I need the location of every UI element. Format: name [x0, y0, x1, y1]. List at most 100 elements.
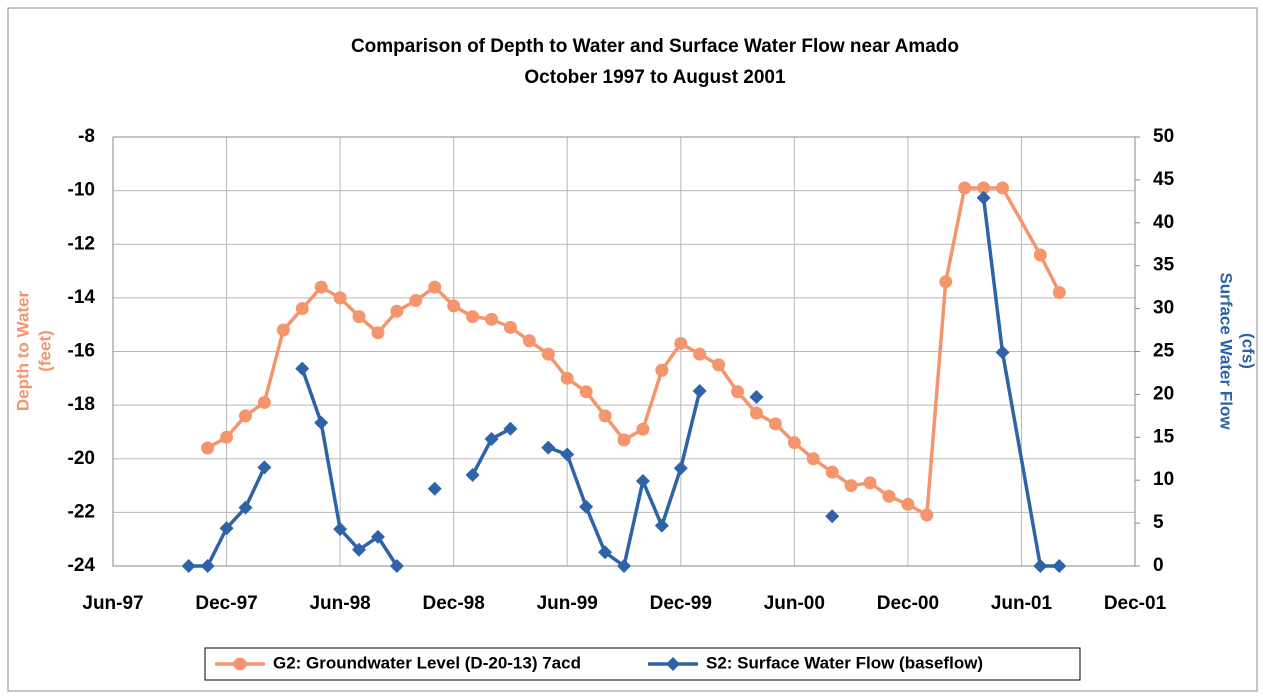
marker [901, 497, 915, 511]
marker [541, 347, 555, 361]
x-tick-label: Jun-00 [764, 593, 825, 614]
y2-tick-label: 35 [1153, 255, 1175, 276]
marker [920, 508, 934, 522]
marker [352, 542, 367, 557]
marker [257, 460, 272, 475]
y2-tick-label: 40 [1153, 212, 1174, 233]
marker [428, 280, 442, 294]
y2-tick-label: 15 [1153, 426, 1175, 447]
marker [579, 499, 594, 514]
marker [238, 409, 252, 423]
marker [465, 468, 480, 483]
marker [370, 529, 385, 544]
marker [503, 320, 517, 334]
marker [295, 361, 310, 376]
marker [598, 545, 613, 560]
marker [1052, 286, 1066, 300]
marker [655, 363, 669, 377]
y2-axis-label: Surface Water Flow (cfs) [1217, 272, 1258, 430]
marker [220, 430, 234, 444]
marker [201, 441, 215, 455]
marker [787, 436, 801, 450]
marker [666, 657, 680, 671]
marker [181, 559, 196, 573]
marker [598, 409, 612, 423]
marker [389, 559, 404, 573]
marker [257, 395, 271, 409]
y-axis-label-line: (feet) [35, 330, 54, 372]
marker [617, 559, 631, 573]
marker [333, 522, 348, 537]
x-tick-label: Jun-99 [537, 593, 598, 614]
x-tick-label: Dec-98 [423, 593, 485, 614]
marker [238, 500, 253, 515]
y2-tick-label: 50 [1153, 126, 1174, 147]
y-tick-label: -22 [68, 501, 95, 522]
marker [995, 345, 1010, 360]
y-tick-label: -10 [68, 180, 95, 201]
y2-tick-label: 30 [1153, 298, 1174, 319]
marker [390, 304, 404, 318]
marker [427, 481, 442, 496]
y2-axis-label-line: Surface Water Flow [1217, 272, 1236, 430]
marker [825, 465, 839, 479]
y-tick-label: -8 [78, 126, 95, 147]
marker [768, 417, 782, 431]
marker [636, 422, 650, 436]
x-tick-label: Dec-01 [1104, 593, 1167, 614]
y-tick-label: -16 [68, 341, 95, 362]
y-axis-label-line: Depth to Water [13, 290, 32, 411]
marker [560, 447, 575, 462]
marker [200, 559, 215, 573]
marker [466, 310, 480, 324]
marker [447, 299, 461, 313]
marker [295, 302, 309, 316]
marker [673, 461, 688, 476]
x-tick-label: Dec-99 [650, 593, 712, 614]
marker [352, 310, 366, 324]
marker [976, 190, 991, 205]
marker [1052, 559, 1067, 573]
marker [806, 452, 820, 466]
marker [560, 371, 574, 385]
marker [844, 479, 858, 493]
marker [749, 389, 764, 404]
marker [749, 406, 763, 420]
y2-tick-label: 25 [1153, 341, 1175, 362]
marker [693, 347, 707, 361]
marker [485, 312, 499, 326]
marker [977, 181, 991, 195]
marker [276, 323, 290, 337]
marker [409, 294, 423, 308]
marker [541, 440, 556, 455]
legend-label: G2: Groundwater Level (D-20-13) 7acd [273, 653, 581, 672]
marker [1033, 248, 1047, 262]
marker [314, 415, 329, 430]
x-tick-label: Jun-01 [991, 593, 1053, 614]
marker [712, 358, 726, 372]
marker [314, 280, 328, 294]
marker [825, 509, 840, 524]
marker [692, 383, 707, 398]
marker [939, 275, 953, 289]
marker [882, 489, 896, 503]
marker [233, 657, 247, 671]
y2-tick-label: 0 [1153, 555, 1164, 576]
y2-tick-label: 20 [1153, 383, 1174, 404]
y2-tick-label: 45 [1153, 169, 1175, 190]
y2-tick-label: 10 [1153, 469, 1174, 490]
y2-axis-label-line: (cfs) [1239, 333, 1258, 369]
marker [617, 433, 631, 447]
x-tick-label: Jun-97 [82, 593, 143, 614]
marker [731, 385, 745, 399]
x-tick-label: Dec-00 [877, 593, 939, 614]
marker [863, 476, 877, 490]
y-tick-label: -24 [68, 555, 96, 576]
marker [958, 181, 972, 195]
chart-frame [7, 7, 1258, 692]
marker [1033, 559, 1048, 573]
marker [333, 291, 347, 305]
marker [484, 432, 499, 447]
chart-title: Comparison of Depth to Water and Surface… [351, 36, 959, 57]
